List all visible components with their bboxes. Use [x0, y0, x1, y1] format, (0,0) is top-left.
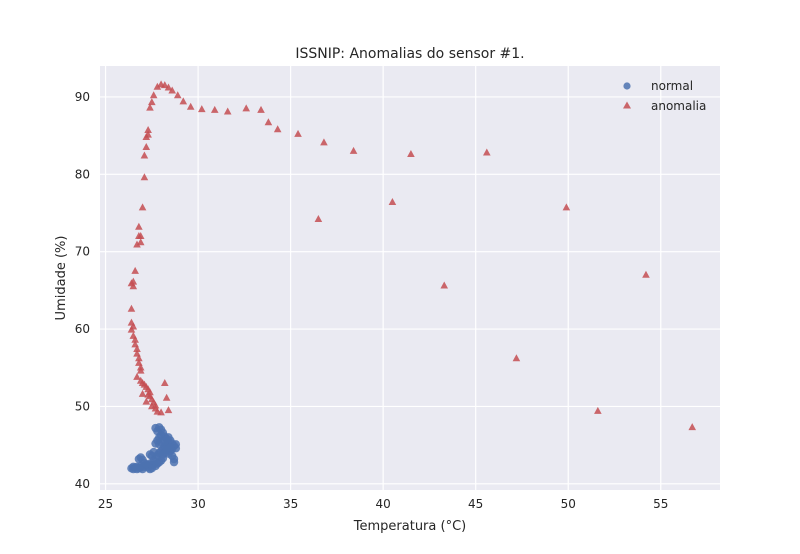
x-tick-label: 35 [283, 497, 298, 511]
tick-labels: 25 30 35 40 45 50 55 40 50 60 70 80 90 [75, 90, 669, 511]
data-point-normal [158, 450, 168, 459]
data-point-anomalia [173, 91, 182, 99]
data-points [127, 80, 697, 474]
data-point-anomalia [133, 372, 141, 380]
data-point-anomalia [179, 97, 188, 105]
data-point-anomalia [142, 143, 151, 151]
data-point-anomalia [642, 270, 650, 278]
data-point-anomalia [483, 148, 491, 156]
legend-label-anomalia: anomalia [651, 99, 706, 113]
grid-lines [100, 66, 720, 490]
data-point-anomalia [144, 126, 152, 134]
data-point-anomalia [164, 406, 173, 414]
data-point-anomalia [131, 335, 139, 343]
data-point-anomalia [688, 423, 697, 431]
data-point-normal [160, 437, 169, 446]
data-point-anomalia [140, 151, 149, 159]
y-tick-label: 60 [75, 322, 90, 336]
data-point-anomalia [197, 105, 206, 113]
data-point-anomalia [273, 125, 282, 133]
x-tick-label: 30 [190, 497, 205, 511]
data-point-anomalia [512, 354, 521, 362]
data-point-anomalia [133, 240, 141, 248]
data-point-anomalia [562, 203, 571, 211]
data-point-anomalia [164, 83, 173, 91]
data-point-anomalia [146, 103, 154, 111]
y-tick-label: 70 [75, 245, 90, 259]
y-tick-label: 90 [75, 90, 90, 104]
legend-marker-normal [623, 82, 631, 90]
data-point-anomalia [168, 86, 176, 94]
data-point-anomalia [162, 393, 171, 401]
data-point-anomalia [242, 104, 251, 112]
y-tick-label: 50 [75, 399, 90, 413]
data-point-anomalia [153, 82, 162, 90]
chart-title: ISSNIP: Anomalias do sensor #1. [295, 46, 524, 62]
data-point-anomalia [160, 379, 169, 387]
y-axis-label: Umidade (%) [54, 236, 69, 321]
data-point-normal [156, 425, 166, 434]
data-point-anomalia [129, 322, 138, 330]
data-point-anomalia [257, 105, 265, 113]
x-tick-label: 45 [468, 497, 483, 511]
y-tick-label: 40 [75, 477, 90, 491]
data-point-anomalia [349, 146, 358, 154]
data-point-normal [149, 447, 158, 457]
data-point-anomalia [594, 406, 602, 414]
data-point-anomalia [136, 366, 145, 374]
plot-background [100, 66, 720, 490]
data-point-anomalia [135, 222, 143, 230]
data-point-anomalia [144, 130, 152, 138]
x-tick-label: 25 [98, 497, 113, 511]
data-point-anomalia [223, 107, 232, 115]
data-point-anomalia [131, 266, 139, 274]
data-point-anomalia [148, 98, 156, 106]
data-point-anomalia [127, 304, 136, 312]
data-point-anomalia [210, 105, 219, 113]
data-point-anomalia [186, 102, 195, 110]
legend-label-normal: normal [651, 79, 693, 93]
x-tick-label: 40 [376, 497, 391, 511]
data-point-anomalia [142, 397, 151, 405]
x-tick-label: 50 [561, 497, 576, 511]
data-point-anomalia [148, 402, 156, 410]
data-point-anomalia [136, 232, 145, 240]
x-axis-label: Temperatura (°C) [353, 519, 466, 534]
data-point-anomalia [135, 354, 143, 362]
data-point-anomalia [140, 173, 149, 181]
data-point-anomalia [127, 279, 136, 287]
y-tick-label: 80 [75, 167, 90, 181]
data-point-anomalia [440, 281, 449, 289]
x-tick-label: 55 [653, 497, 668, 511]
data-point-anomalia [136, 238, 145, 246]
data-point-anomalia [388, 197, 397, 205]
data-point-anomalia [144, 390, 152, 398]
data-point-anomalia [149, 91, 158, 99]
data-point-anomalia [138, 203, 147, 211]
data-point-anomalia [264, 118, 273, 126]
data-point-anomalia [157, 408, 165, 416]
data-point-anomalia [314, 214, 323, 222]
legend: normal anomalia [623, 79, 706, 113]
data-point-anomalia [133, 344, 141, 352]
data-point-anomalia [138, 389, 147, 397]
data-point-anomalia [407, 150, 415, 158]
data-point-anomalia [160, 81, 169, 89]
legend-marker-anomalia [623, 101, 631, 109]
data-point-anomalia [294, 129, 302, 137]
data-point-anomalia [320, 138, 328, 146]
data-point-normal [166, 443, 175, 452]
